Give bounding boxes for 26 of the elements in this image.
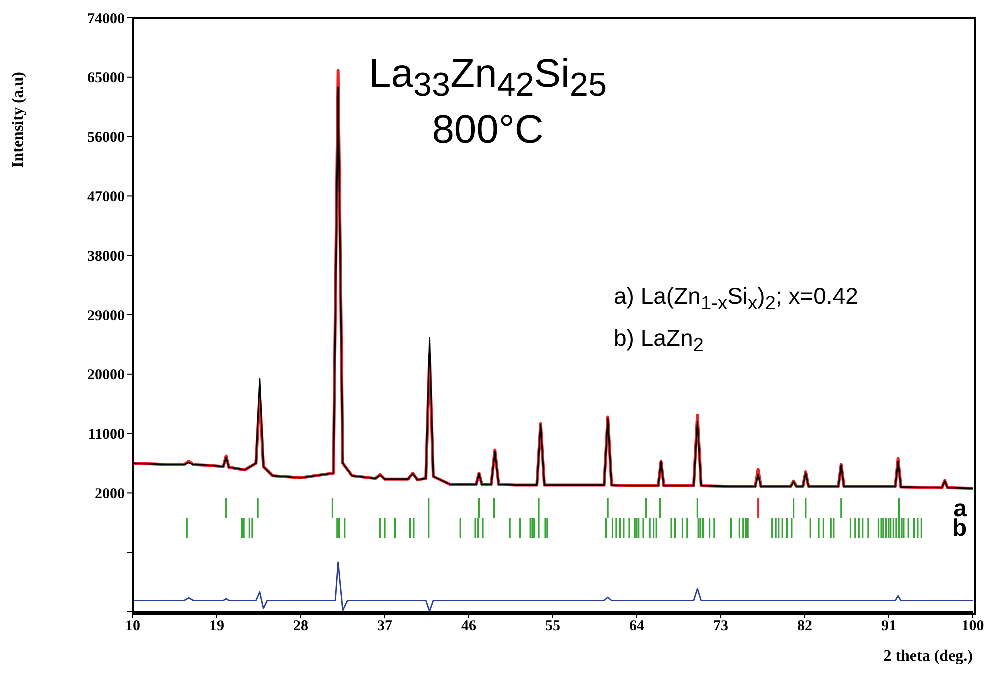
y-tick-label: 20000 (88, 368, 125, 384)
x-tick-label: 19 (210, 618, 224, 635)
x-tick-label: 73 (714, 618, 728, 635)
y-tick-label: 65000 (88, 70, 125, 87)
x-tick-label: 10 (126, 618, 140, 635)
y-tick-label: 38000 (88, 248, 125, 265)
y-tick-label: 2000 (95, 486, 125, 503)
x-tick-label: 46 (462, 618, 477, 635)
y-axis-title: Intensity (a.u) (10, 72, 28, 168)
x-tick-label: 28 (294, 618, 308, 635)
x-tick-label: 37 (378, 618, 393, 635)
x-axis-title: 2 theta (deg.) (884, 648, 973, 666)
y-tick-label: 47000 (88, 190, 125, 206)
text: 800°C (431, 108, 545, 153)
x-tick-label: 55 (546, 618, 560, 635)
y-tick-label: 56000 (88, 130, 125, 146)
x-tick-label: 64 (630, 618, 645, 635)
x-tick-label: 91 (882, 618, 896, 635)
x-tick-label: 82 (798, 618, 812, 635)
y-tick-label: 11000 (88, 427, 125, 444)
text: La$_{33}$Zn$_{42}$Si$_{25}$ (368, 52, 608, 105)
y-tick-label: 29000 (88, 308, 125, 324)
y-tick-label: 74000 (88, 11, 125, 28)
x-tick-label: 100 (962, 618, 984, 635)
annotation: a) La(Zn$_{1-x}$Si$_{x}$)$_{2}$; x=0.42 (614, 283, 858, 316)
annotation: b) LaZn$_{2}$ (614, 325, 704, 358)
